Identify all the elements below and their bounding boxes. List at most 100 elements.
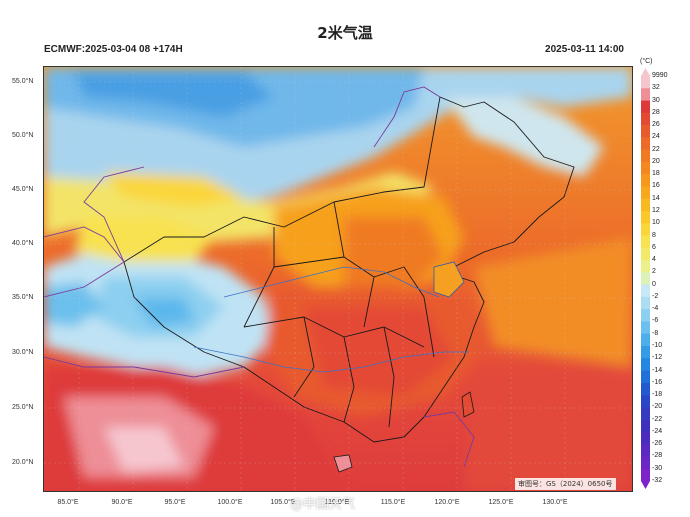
temperature-field (44, 67, 632, 491)
lon-label: 90.0°E (111, 499, 133, 506)
colorbar-tick-label: -16 (652, 378, 663, 386)
lat-label: 45.0°N (12, 186, 34, 193)
colorbar-swatch (641, 112, 650, 126)
colorbar-tick-label: 30 (652, 96, 660, 104)
colorbar-tick-label: 16 (652, 182, 660, 190)
colorbar-swatch (641, 444, 650, 457)
colorbar-tick-label: 14 (652, 194, 660, 202)
colorbar-tick-label: 24 (652, 133, 660, 141)
colorbar-swatch (641, 125, 650, 138)
colorbar-swatch (641, 88, 650, 101)
colorbar-tick-label: 26 (652, 121, 660, 129)
colorbar-tick-label: -18 (652, 391, 663, 399)
colorbar-tick-label: -14 (652, 366, 663, 374)
colorbar-swatch (641, 456, 650, 470)
colorbar-swatch (641, 284, 650, 298)
colorbar-tick-label: -8 (652, 329, 659, 337)
lon-label: 130.0°E (542, 499, 568, 506)
colorbar-swatch (641, 309, 650, 322)
colorbar-tick-label: 12 (652, 207, 660, 214)
colorbar-tick-label: -20 (652, 403, 663, 411)
lat-label: 40.0°N (12, 240, 34, 247)
lat-label: 35.0°N (12, 294, 34, 301)
colorbar-tick-label: -2 (652, 292, 659, 300)
colorbar-tick-label: 2 (652, 268, 656, 276)
lon-label: 120.0°E (434, 499, 460, 506)
lat-label: 50.0°N (12, 132, 34, 139)
colorbar-swatch (641, 223, 650, 236)
lon-label: 100.0°E (217, 499, 243, 506)
colorbar-swatch (641, 468, 650, 482)
colorbar-tick-label: -32 (652, 477, 663, 484)
colorbar-tick-label: -30 (652, 464, 663, 472)
colorbar-swatch (641, 211, 650, 224)
watermark: @中国天气 (290, 497, 356, 512)
lon-label: 115.0°E (380, 499, 406, 506)
colorbar-tick-label: -26 (652, 440, 663, 448)
graticule (44, 67, 632, 491)
colorbar-swatch (641, 100, 650, 114)
colorbar-swatch (641, 358, 650, 371)
colorbar-swatch (641, 321, 650, 335)
colorbar-tick-label: 6 (652, 243, 656, 251)
colorbar-top-arrow (641, 68, 650, 76)
lon-label: 110.0°E (324, 499, 350, 506)
colorbar-swatch (641, 235, 650, 249)
colorbar-swatch (641, 370, 650, 384)
colorbar-tick-label: -10 (652, 342, 663, 349)
colorbar-swatch (641, 333, 650, 347)
colorbar-unit: (°C) (640, 58, 653, 65)
lat-label: 20.0°N (12, 459, 34, 466)
colorbar-tick-label: 28 (652, 108, 660, 116)
lat-label: 25.0°N (12, 404, 34, 411)
colorbar-swatch (641, 431, 650, 445)
colorbar-swatch (641, 395, 650, 408)
model-run-label: ECMWF:2025-03-04 08 +174H (44, 44, 183, 55)
lat-label: 55.0°N (12, 78, 34, 85)
colorbar-tick-label: -6 (652, 317, 659, 325)
colorbar-swatch (641, 186, 650, 200)
colorbar-swatch (641, 247, 650, 261)
hainan-island (333, 454, 353, 473)
colorbar-tick-label: 18 (652, 170, 660, 178)
approval-stamp: 审图号：GS（2024）0650号 (515, 478, 616, 490)
lon-label: 125.0°E (488, 499, 514, 506)
colorbar-swatch (641, 272, 650, 285)
temperature-map (43, 66, 633, 492)
colorbar (641, 68, 650, 489)
colorbar-swatch (641, 346, 650, 359)
colorbar-swatch (641, 137, 650, 150)
colorbar-tick-label: -12 (652, 354, 663, 362)
colorbar-swatch (641, 76, 650, 89)
colorbar-tick-label: 9990 (652, 72, 668, 79)
colorbar-tick-label: -28 (652, 452, 663, 460)
colorbar-tick-label: 8 (652, 231, 656, 239)
colorbar-tick-label: 4 (652, 256, 656, 264)
colorbar-swatch (641, 161, 650, 175)
rivers (193, 266, 469, 373)
lon-label: 95.0°E (164, 499, 186, 506)
colorbar-tick-label: -4 (652, 305, 659, 313)
lon-label: 105.0°E (270, 499, 296, 506)
colorbar-swatch (641, 419, 650, 433)
country-outline (44, 86, 475, 468)
colorbar-swatch (641, 260, 650, 273)
colorbar-swatch (641, 296, 650, 310)
colorbar-tick-label: -24 (652, 427, 663, 435)
bohai-bay (433, 261, 465, 298)
map-title: 2米气温 (317, 24, 373, 42)
lat-label: 30.0°N (12, 349, 34, 356)
colorbar-swatch (641, 198, 650, 212)
valid-time-label: 2025-03-11 14:00 (545, 44, 624, 55)
colorbar-bottom-arrow (641, 481, 650, 489)
colorbar-swatch (641, 174, 650, 187)
colorbar-swatch (641, 407, 650, 420)
colorbar-tick-label: 10 (652, 219, 660, 227)
taiwan-island (461, 391, 475, 418)
colorbar-tick-label: 0 (652, 280, 656, 288)
lon-label: 85.0°E (57, 499, 79, 506)
colorbar-tick-label: 22 (652, 145, 660, 153)
border-lines (123, 96, 575, 443)
colorbar-swatch (641, 149, 650, 163)
colorbar-tick-label: 32 (652, 84, 660, 92)
